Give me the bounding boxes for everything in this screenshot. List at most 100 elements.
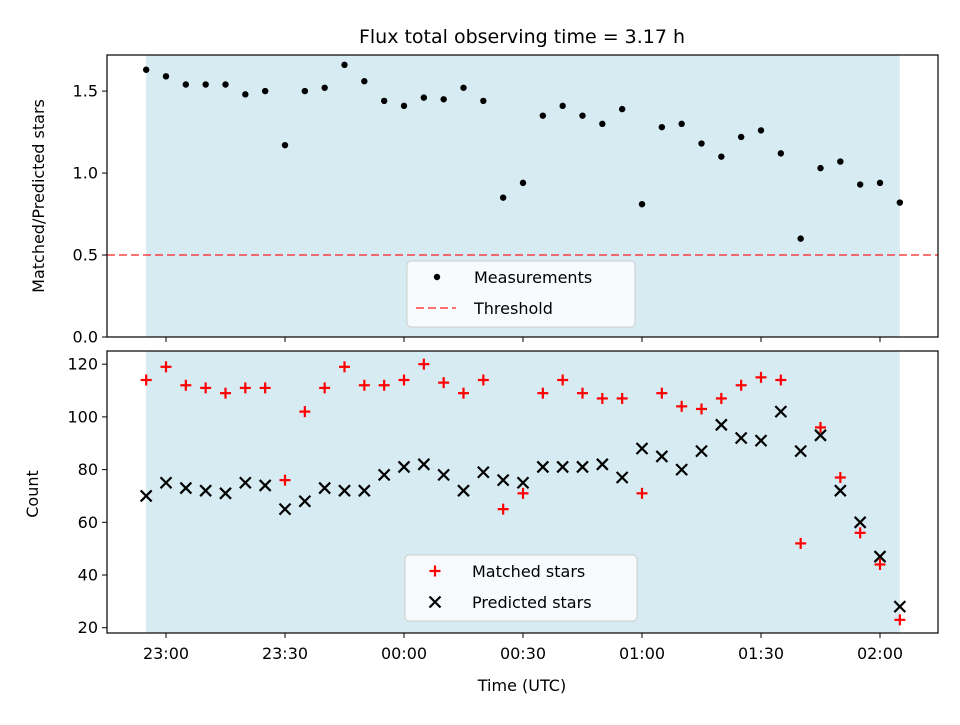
predicted-star-point	[516, 476, 530, 490]
matched-star-point	[458, 387, 469, 399]
predicted-star-point	[695, 444, 708, 458]
y-tick-label: 60	[78, 513, 98, 532]
measurement-point	[301, 87, 309, 95]
predicted-star-point	[536, 460, 550, 474]
matched-star-point	[676, 400, 688, 412]
measurement-point	[737, 133, 745, 141]
y-tick-label: 0.5	[73, 246, 98, 265]
measurement-point	[856, 181, 864, 188]
measurement-point	[380, 97, 388, 105]
measurement-point	[698, 140, 705, 147]
predicted-star-point	[457, 484, 470, 497]
legend-box	[404, 554, 638, 622]
bottom-y-axis-label: Count	[23, 470, 42, 518]
predicted-star-point	[754, 434, 768, 447]
x-tick-label: 01:30	[738, 644, 784, 663]
measurement-point	[638, 200, 646, 208]
matched-star-point	[735, 379, 747, 391]
predicted-star-point	[576, 460, 589, 474]
measurement-point	[202, 81, 209, 88]
legend-predicted-marker	[428, 595, 442, 609]
predicted-star-point	[278, 502, 292, 516]
x-tick-label: 01:00	[619, 644, 665, 663]
matched-star-point	[418, 358, 430, 370]
matched-star-point	[319, 382, 331, 394]
y-tick-label: 1.5	[73, 82, 98, 101]
predicted-star-point	[496, 473, 510, 487]
predicted-star-point	[477, 465, 490, 479]
axes-frame	[106, 350, 939, 634]
y-tick-label: 0.0	[73, 328, 98, 347]
measurement-point	[817, 164, 824, 172]
y-tick-label: 80	[78, 460, 98, 479]
matched-star-point	[795, 537, 807, 549]
measurement-point	[341, 61, 348, 69]
legend-label: Matched stars	[472, 562, 585, 581]
predicted-star-point	[219, 487, 232, 500]
predicted-star-point	[258, 479, 272, 492]
matched-star-point	[636, 487, 648, 499]
measurement-point	[361, 78, 368, 85]
matched-star-point	[378, 379, 390, 391]
measurement-point	[222, 81, 229, 88]
predicted-star-point	[675, 463, 688, 476]
predicted-star-point	[734, 431, 748, 445]
predicted-star-point	[635, 442, 649, 455]
predicted-star-point	[596, 458, 609, 471]
measurement-point	[539, 112, 547, 119]
measurement-point	[242, 91, 249, 98]
measurement-point	[182, 81, 190, 88]
matched-star-point	[438, 377, 450, 389]
matched-star-point	[894, 614, 906, 626]
measurement-point	[480, 97, 487, 105]
x-tick-label: 02:00	[857, 644, 903, 663]
predicted-star-point	[139, 489, 153, 503]
predicted-star-point	[318, 481, 331, 495]
predicted-star-point	[179, 481, 193, 495]
measurement-point	[440, 96, 447, 103]
predicted-star-point	[417, 458, 431, 471]
measurement-point	[142, 66, 150, 73]
legend-label: Threshold	[473, 299, 553, 318]
matched-star-point	[596, 392, 608, 404]
measurement-point	[519, 179, 527, 187]
predicted-star-point	[655, 450, 669, 463]
matched-star-point	[815, 421, 826, 433]
predicted-star-point	[298, 494, 312, 508]
predicted-star-point	[377, 468, 391, 482]
measurement-point	[420, 94, 428, 101]
legend: Matched stars Predicted stars	[404, 554, 638, 622]
matched-star-point	[477, 374, 489, 386]
predicted-star-point	[615, 471, 629, 484]
matched-star-point	[140, 374, 152, 386]
y-tick-label: 100	[67, 407, 98, 426]
bottom-panel: 20 40 60 80 100 120 23:00 23:30 00:00 00:30 01:00 0…	[67, 350, 939, 663]
matched-star-point	[577, 387, 588, 399]
measurement-point	[559, 102, 566, 110]
matched-star-point	[715, 392, 727, 404]
x-tick-label: 00:30	[500, 644, 546, 663]
measurement-point	[718, 153, 725, 160]
legend-measurements-marker	[433, 273, 441, 281]
legend-label: Measurements	[474, 268, 592, 287]
legend-box	[406, 260, 636, 328]
chart-title: Flux total observing time = 3.17 h	[359, 26, 685, 48]
measurement-point	[162, 73, 170, 80]
matched-star-point	[755, 371, 767, 383]
legend-matched-marker	[429, 565, 441, 577]
measurement-point	[757, 127, 765, 134]
top-y-axis-label: Matched/Predicted stars	[29, 99, 48, 293]
y-tick-label: 40	[78, 566, 98, 585]
legend: Measurements Threshold	[406, 260, 636, 328]
predicted-star-point	[715, 418, 728, 432]
measurement-point	[400, 102, 408, 110]
predicted-star-point	[358, 484, 371, 497]
matched-star-point	[200, 382, 212, 394]
measurement-point	[896, 199, 904, 206]
predicted-star-point	[338, 484, 351, 497]
matched-star-point	[696, 403, 707, 415]
predicted-star-point	[774, 405, 788, 418]
measurement-point	[499, 194, 507, 201]
measurement-point	[618, 105, 626, 113]
predicted-star-point	[437, 468, 450, 482]
